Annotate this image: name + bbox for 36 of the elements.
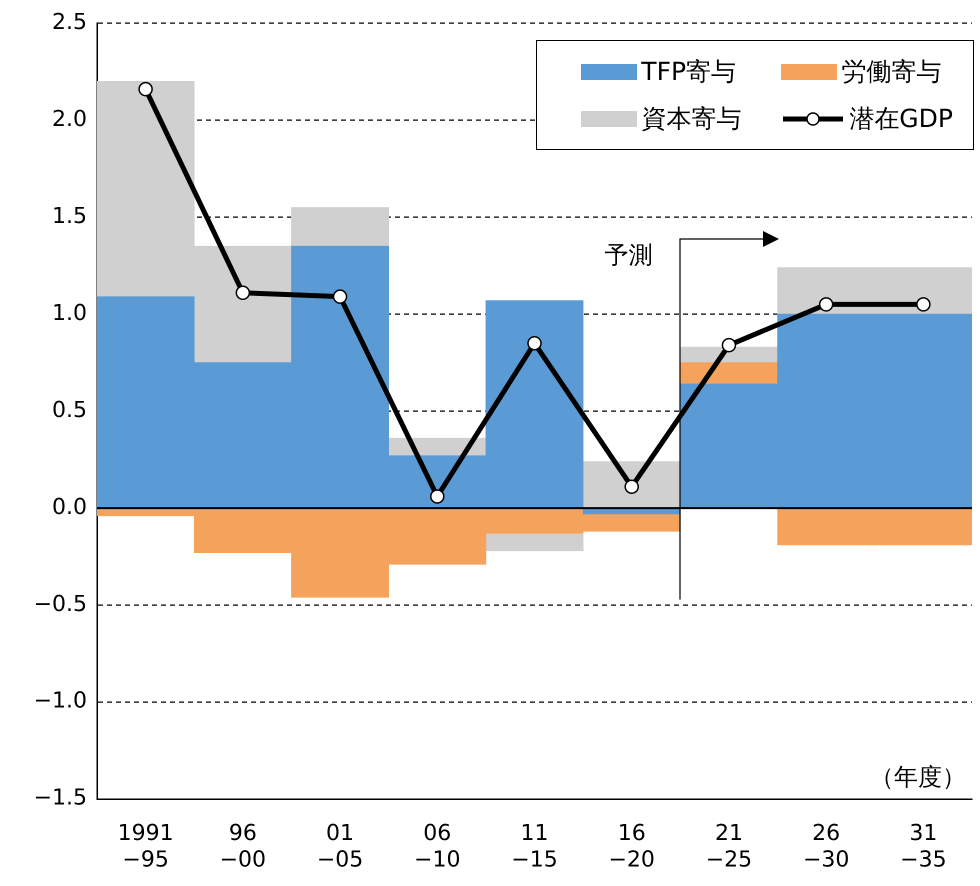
legend-label: TFP寄与 xyxy=(641,56,736,88)
point xyxy=(722,338,736,352)
bar xyxy=(582,461,681,508)
x-axis-title: （年度） xyxy=(870,762,966,793)
bar xyxy=(486,532,584,552)
y-tick-label: 1.0 xyxy=(52,300,87,326)
point xyxy=(138,82,153,96)
x-tick-label: 26 −30 xyxy=(802,820,850,872)
y-tick-label: 2.5 xyxy=(52,10,87,35)
x-tick-label: 1991 −95 xyxy=(118,820,174,872)
point xyxy=(236,286,250,300)
x-tick-label: 01 −05 xyxy=(316,820,364,872)
y-tick-label: 2.0 xyxy=(52,106,87,132)
point xyxy=(430,489,445,504)
point xyxy=(527,336,542,350)
x-tick-label: 11 −15 xyxy=(511,820,558,872)
point xyxy=(916,297,931,312)
y-tick-label: 1.5 xyxy=(52,204,87,229)
y-tick-label: 0.5 xyxy=(52,398,87,423)
legend-label: 労働寄与 xyxy=(841,56,942,88)
y-tick-label: −1.0 xyxy=(34,688,87,714)
bar xyxy=(291,207,389,247)
x-tick-label: 06 −10 xyxy=(414,820,460,872)
y-tick-label: 0.0 xyxy=(52,494,87,520)
point xyxy=(332,289,348,304)
legend-label: 潜在GDP xyxy=(849,103,953,136)
x-tick-label: 31 −35 xyxy=(900,820,947,872)
annotation: 予測 xyxy=(604,240,652,271)
legend-label: 資本寄与 xyxy=(641,103,742,136)
x-tick-label: 21 −25 xyxy=(706,820,752,872)
y-tick-label: −1.5 xyxy=(34,786,87,811)
point xyxy=(624,479,639,494)
point xyxy=(818,297,834,312)
y-tick-label: −0.5 xyxy=(34,592,87,617)
x-tick-label: 16 −20 xyxy=(608,820,655,872)
x-tick-label: 96 −00 xyxy=(220,820,266,872)
